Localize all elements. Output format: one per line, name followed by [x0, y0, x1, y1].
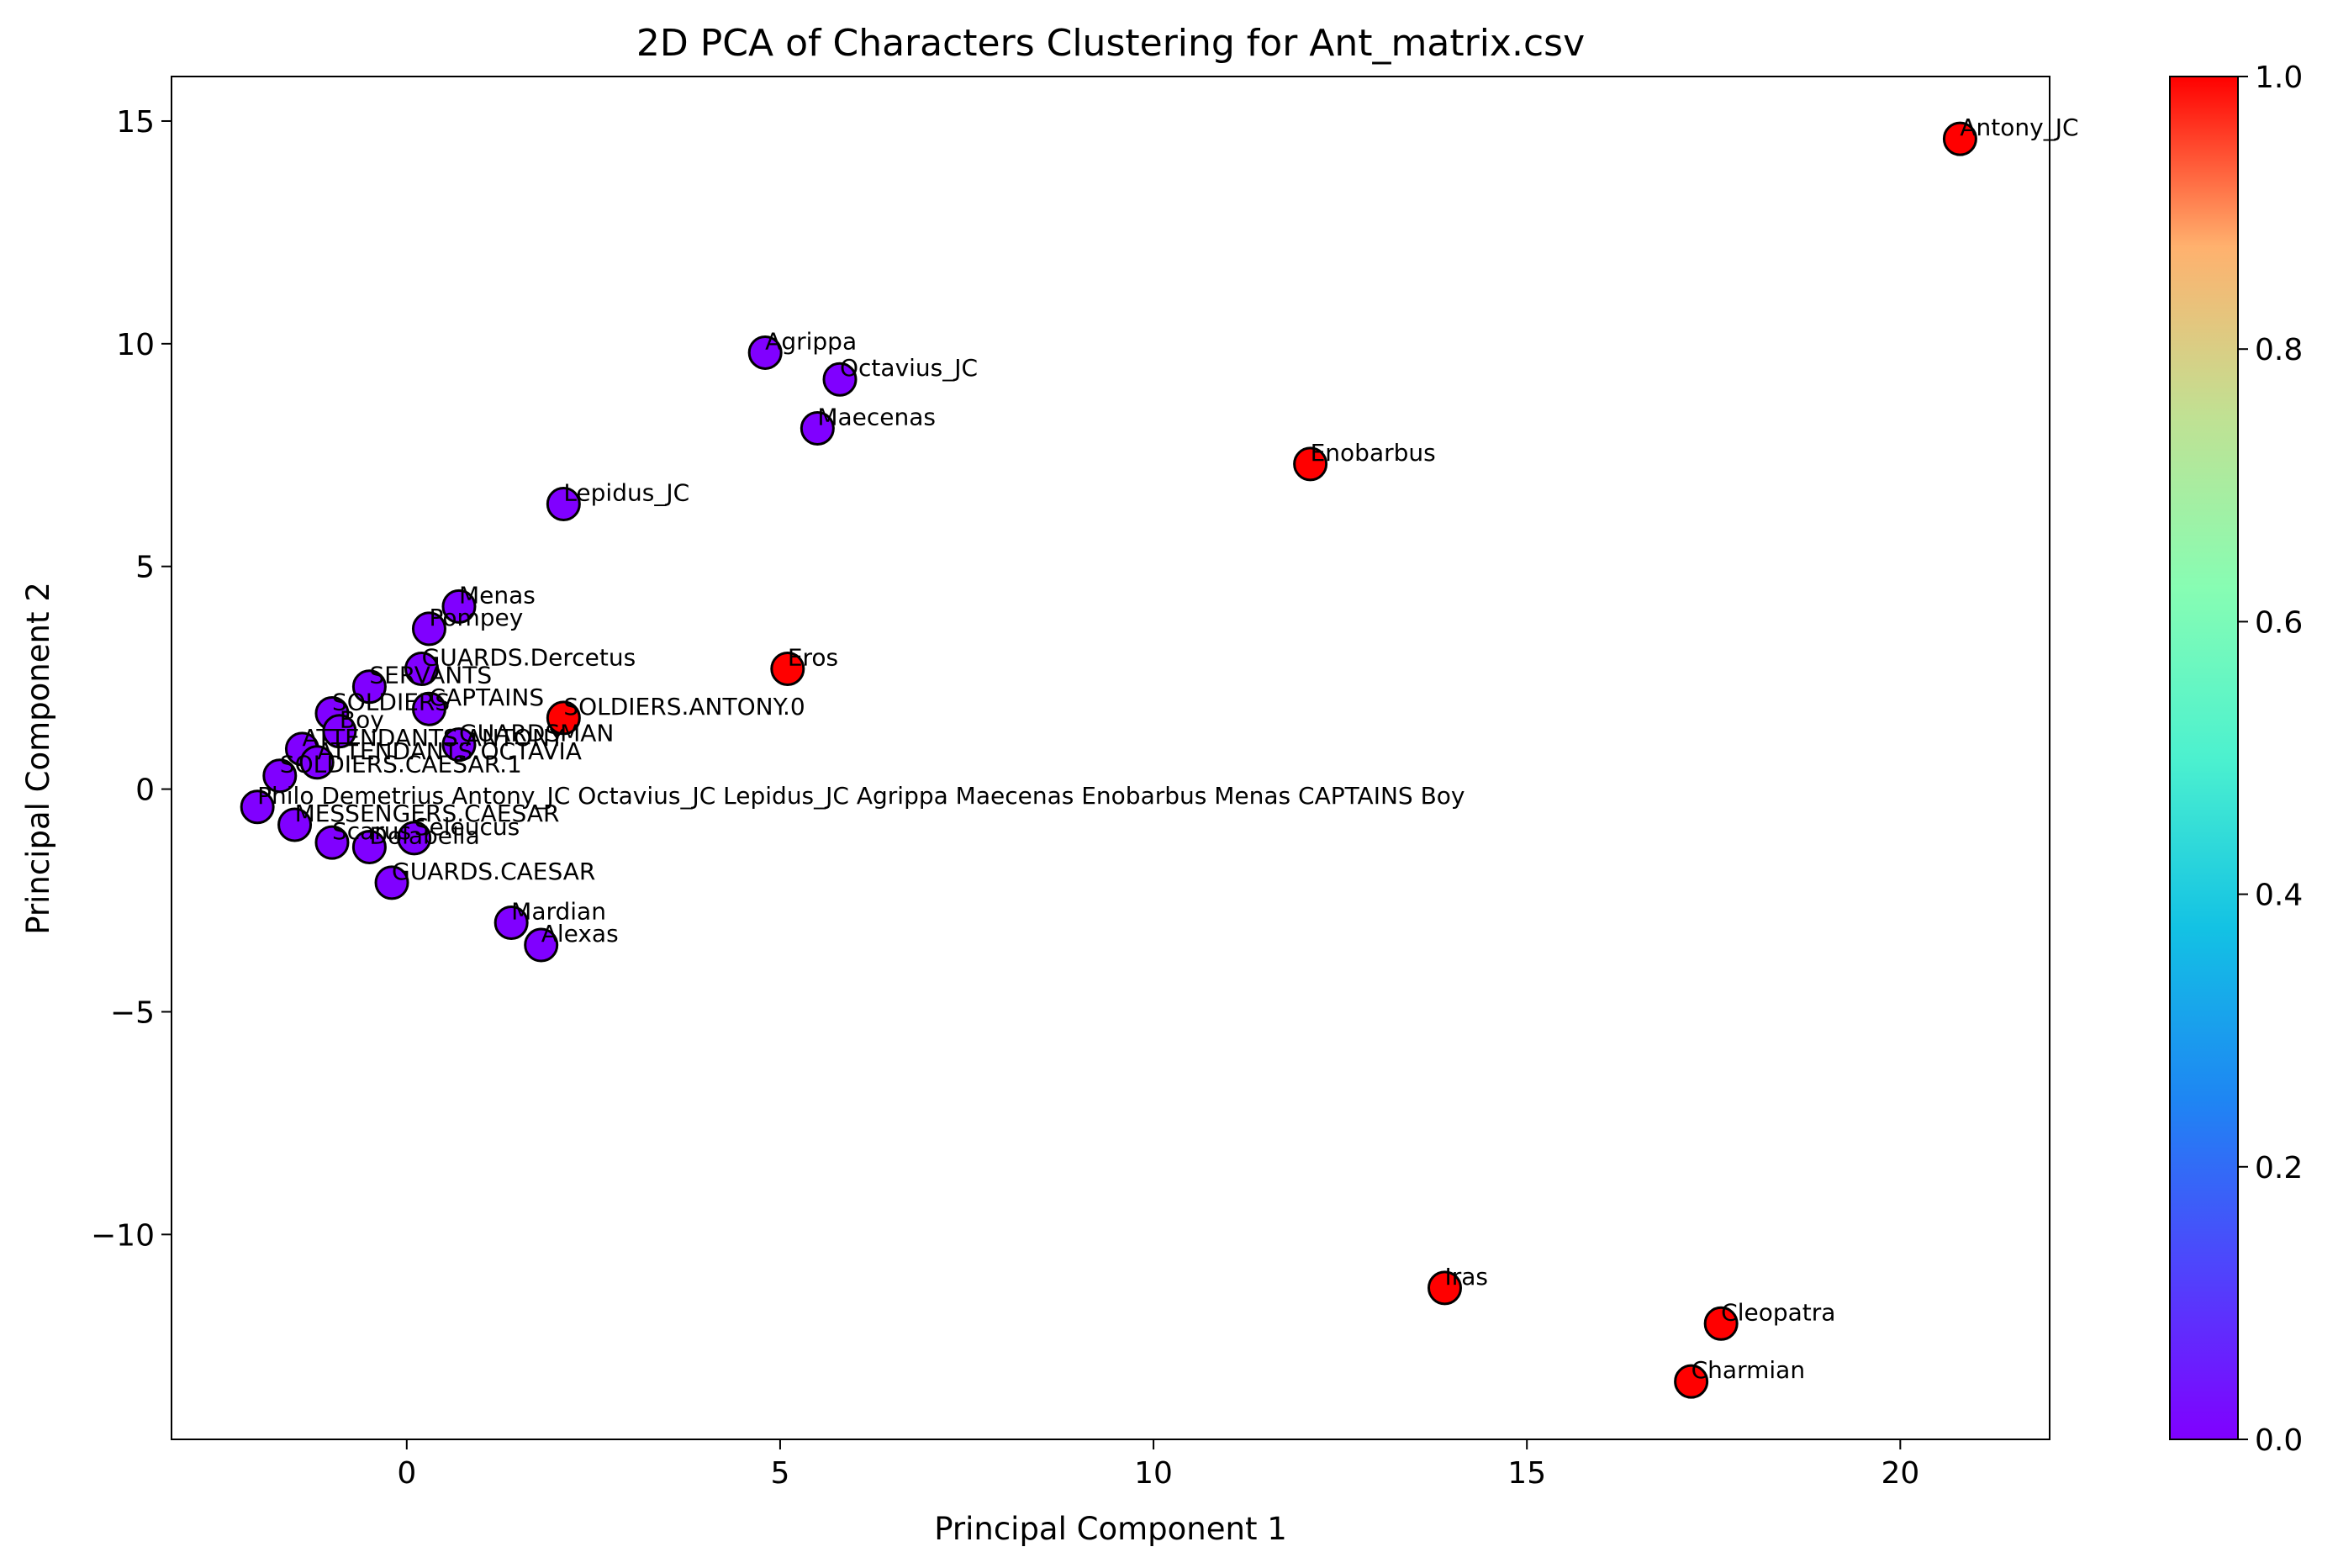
point-label: Eros	[788, 644, 838, 672]
point-label: SERVANTS	[369, 662, 492, 689]
point-label: Enobarbus	[1311, 439, 1436, 467]
y-axis-label: Principal Component 2	[20, 582, 56, 935]
data-point	[800, 410, 835, 446]
point-label: ATTENDANTS.OCTAVIA	[317, 737, 582, 765]
y-tick-label: −10	[91, 1218, 155, 1253]
x-tick-label: 10	[1134, 1456, 1173, 1491]
point-label: GUARDS.CAESAR	[392, 858, 595, 885]
colorbar-tick-label: 1.0	[2255, 61, 2303, 95]
data-point	[1428, 1270, 1463, 1306]
point-label: Alexas	[541, 920, 619, 948]
colorbar-tick-label: 0.4	[2255, 879, 2303, 913]
point-label: ATTENDANTS.ANTONY	[302, 724, 564, 752]
colorbar-gradient	[2169, 76, 2239, 1440]
point-label: Octavius_JC	[840, 354, 978, 382]
data-point	[277, 807, 313, 842]
x-tick-label: 15	[1507, 1456, 1546, 1491]
data-point	[299, 745, 335, 780]
point-label: Iras	[1445, 1263, 1489, 1291]
point-label: Maecenas	[817, 403, 936, 430]
colorbar-tick-label: 0.0	[2255, 1423, 2303, 1458]
data-point	[314, 825, 350, 860]
data-point	[441, 589, 477, 624]
data-point	[1942, 121, 1977, 156]
point-label: Menas	[459, 581, 536, 609]
point-label: Scarus	[332, 817, 411, 845]
colorbar-tick-label: 0.2	[2255, 1151, 2303, 1185]
colorbar-ticks: 0.0 0.2 0.4 0.6 0.8 1.0	[2238, 61, 2303, 1458]
x-tick-label: 20	[1881, 1456, 1919, 1491]
data-point	[404, 652, 440, 687]
point-label: Seleucus	[414, 813, 520, 841]
data-point	[770, 652, 805, 687]
data-point	[240, 789, 275, 825]
point-label: Cleopatra	[1721, 1298, 1835, 1326]
data-point	[1293, 446, 1328, 482]
y-tick-label: 15	[116, 105, 155, 140]
data-point	[524, 927, 559, 963]
point-label: SOLDIERS	[332, 689, 450, 716]
x-axis: 0 5 10 15 20	[397, 1439, 1919, 1491]
data-point	[374, 865, 409, 900]
data-point	[822, 362, 858, 397]
data-point	[322, 714, 357, 749]
point-label: Agrippa	[765, 327, 857, 355]
data-point	[262, 758, 298, 794]
point-label: GUARDS.Dercetus	[422, 644, 636, 672]
colorbar-tick-label: 0.8	[2255, 333, 2303, 367]
colorbar: 0.0 0.2 0.4 0.6 0.8 1.0	[2169, 61, 2303, 1458]
point-label: Antony_JC	[1960, 114, 2078, 141]
y-tick-label: 10	[116, 328, 155, 362]
data-point	[397, 821, 432, 856]
data-point	[441, 727, 477, 763]
data-point	[1703, 1306, 1739, 1341]
x-tick-label: 0	[397, 1456, 416, 1491]
data-point	[351, 669, 387, 705]
data-point	[493, 905, 529, 941]
chart-title: 2D PCA of Characters Clustering for Ant_…	[636, 22, 1585, 65]
y-tick-label: 5	[135, 551, 155, 585]
point-label: Boy	[340, 706, 384, 734]
point-label: Charmian	[1691, 1356, 1805, 1384]
y-tick-label: 0	[135, 773, 155, 808]
data-point	[546, 487, 581, 522]
y-axis: −10 −5 0 5 10 15	[91, 105, 172, 1253]
point-label: Pompey	[429, 604, 523, 631]
point-label: Dolabella	[369, 821, 479, 849]
point-label: Mardian	[511, 898, 606, 926]
y-tick-label: −5	[110, 995, 155, 1030]
point-label: MESSENGERS.CAESAR	[295, 800, 560, 827]
data-point	[411, 691, 446, 726]
data-point	[411, 611, 446, 647]
x-tick-label: 5	[770, 1456, 789, 1491]
data-point	[1674, 1364, 1709, 1399]
point-label: Philo Demetrius Antony_JC Octavius_JC Le…	[257, 782, 1465, 810]
point-label: Lepidus_JC	[563, 479, 689, 507]
points-layer	[240, 121, 1977, 1399]
point-label: SOLDIERS.ANTONY.0	[563, 693, 805, 721]
data-point	[546, 700, 581, 736]
point-label: SOLDIERS.CAESAR.1	[280, 751, 522, 779]
x-axis-label: Principal Component 1	[934, 1511, 1287, 1547]
colorbar-tick-label: 0.6	[2255, 605, 2303, 640]
data-point	[351, 829, 387, 864]
data-point	[747, 335, 783, 370]
point-label: CAPTAINS	[429, 684, 544, 711]
point-label: GUARDSMAN	[459, 720, 614, 747]
plot-frame	[171, 76, 2050, 1440]
